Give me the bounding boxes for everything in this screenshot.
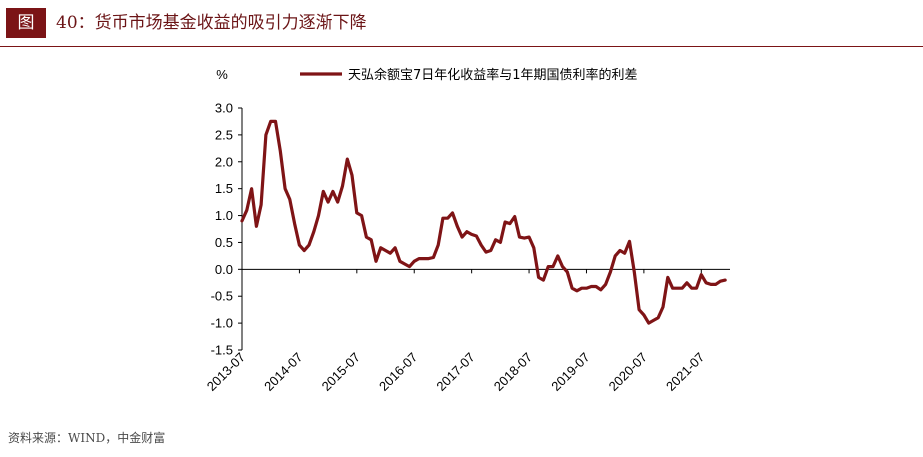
y-axis-label: % bbox=[216, 67, 228, 82]
x-tick-label: 2019-07 bbox=[548, 350, 592, 394]
x-tick-label: 2017-07 bbox=[433, 350, 477, 394]
y-tick-label: -1.5 bbox=[211, 343, 233, 358]
x-tick-label: 2020-07 bbox=[606, 350, 650, 394]
header-rule bbox=[0, 46, 923, 47]
x-tick-label: 2015-07 bbox=[319, 350, 363, 394]
y-tick-label: 1.0 bbox=[215, 208, 233, 223]
x-tick-label: 2016-07 bbox=[376, 350, 420, 394]
y-tick-label: -1.0 bbox=[211, 316, 233, 331]
y-tick-label: 0.0 bbox=[215, 262, 233, 277]
source-note: 资料来源：WIND，中金财富 bbox=[8, 431, 166, 445]
figure-number-tag: 图 bbox=[6, 8, 46, 38]
series-line bbox=[240, 119, 727, 325]
y-tick-label: 1.5 bbox=[215, 181, 233, 196]
y-tick-label: 3.0 bbox=[215, 101, 233, 116]
x-tick-label: 2018-07 bbox=[491, 350, 535, 394]
x-tick-label: 2021-07 bbox=[663, 350, 707, 394]
y-tick-label: 0.5 bbox=[215, 235, 233, 250]
x-tick-label: 2014-07 bbox=[261, 350, 305, 394]
series-layer bbox=[240, 119, 727, 325]
y-tick-label: -0.5 bbox=[211, 289, 233, 304]
figure-header: 图 40：货币市场基金收益的吸引力逐渐下降 bbox=[0, 0, 923, 47]
y-tick-label: 2.5 bbox=[215, 127, 233, 142]
line-chart: 3.02.52.01.51.00.50.0-0.5-1.0-1.5%2013-0… bbox=[204, 67, 730, 394]
figure-title: 40：货币市场基金收益的吸引力逐渐下降 bbox=[56, 13, 367, 33]
chart-legend: 天弘余额宝7日年化收益率与1年期国债利率的利差 bbox=[300, 67, 638, 83]
legend-label: 天弘余额宝7日年化收益率与1年期国债利率的利差 bbox=[348, 67, 638, 83]
y-tick-label: 2.0 bbox=[215, 154, 233, 169]
